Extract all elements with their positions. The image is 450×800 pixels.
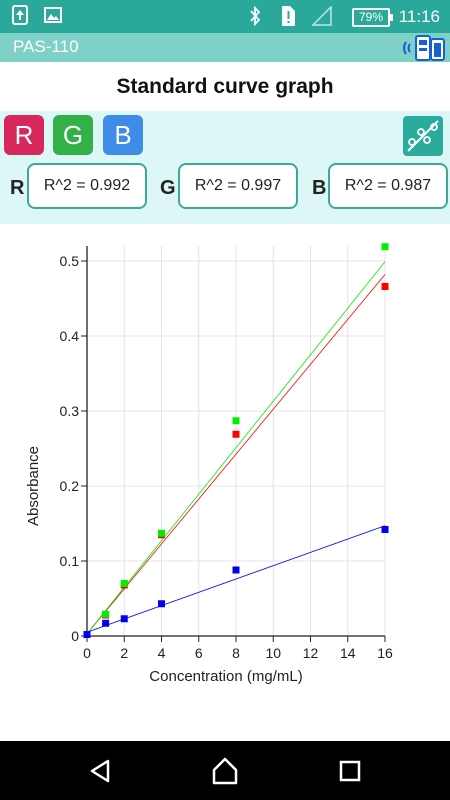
linear-fit-icon	[407, 120, 439, 152]
bluetooth-icon	[248, 5, 262, 31]
fit-line-2	[86, 525, 386, 633]
data-point-1-3	[158, 529, 165, 537]
y-axis-title: Absorbance	[25, 446, 42, 526]
page-title: Standard curve graph	[116, 75, 334, 98]
y-tick-label: 0	[71, 628, 79, 644]
navigation-bar	[0, 741, 450, 800]
back-icon[interactable]	[80, 753, 120, 789]
upload-icon	[12, 5, 28, 30]
b-channel-label: B	[312, 177, 327, 199]
channel-panel: R G B R R^2 = 0.992 G R^2 = 0.997 B R^2 …	[0, 111, 450, 224]
data-point-1-2	[120, 580, 128, 587]
y-tick-label: 0.1	[60, 553, 80, 569]
image-icon	[44, 7, 62, 28]
y-tick-label: 0.3	[60, 403, 80, 419]
b-r-squared-box: R^2 = 0.987	[328, 163, 448, 209]
signal-icon	[311, 5, 332, 31]
data-point-2-5	[381, 526, 389, 533]
x-tick-label: 8	[232, 645, 240, 661]
data-point-1-5	[381, 243, 389, 251]
x-tick-label: 14	[340, 645, 356, 661]
device-connected-icon[interactable]	[402, 35, 446, 67]
y-tick-label: 0.4	[60, 328, 80, 344]
data-point-2-2	[120, 615, 128, 623]
sim-alert-icon	[280, 5, 296, 32]
data-point-1-1	[102, 610, 110, 618]
chart-canvas: 0 2 4 6 8 10 12 14 16 0 0.1 0.2 0.3 0.4 0.5 Concentrati…	[25, 243, 393, 685]
y-tick-label: 0.5	[60, 253, 80, 269]
home-icon[interactable]	[205, 753, 245, 789]
r-channel-label: R	[10, 177, 25, 199]
b-channel-button[interactable]: B	[103, 115, 143, 155]
fit-line-0	[86, 274, 386, 635]
linear-fit-button[interactable]	[403, 116, 443, 156]
fit-line-1	[86, 261, 386, 635]
data-point-2-4	[232, 566, 240, 574]
data-point-1-4	[232, 417, 240, 425]
clock: 11:16	[398, 7, 440, 26]
x-axis-title: Concentration (mg/mL)	[149, 668, 302, 685]
g-channel-label: G	[160, 177, 176, 199]
r-r-squared-box: R^2 = 0.992	[27, 163, 147, 209]
g-channel-button[interactable]: G	[53, 115, 93, 155]
x-tick-label: 0	[83, 645, 91, 661]
x-tick-label: 16	[377, 645, 393, 661]
x-tick-label: 2	[120, 645, 128, 661]
status-bar: 79% 11:16	[0, 0, 450, 33]
x-tick-label: 12	[303, 645, 319, 661]
data-point-0-4	[232, 430, 240, 438]
battery-level: 79%	[358, 10, 384, 24]
x-tick-label: 6	[195, 645, 203, 661]
standard-curve-chart: 0 2 4 6 8 10 12 14 16 0 0.1 0.2 0.3 0.4 0.5 Concentrati…	[0, 236, 450, 696]
y-tick-label: 0.2	[60, 478, 80, 494]
data-point-2-3	[158, 600, 165, 608]
g-r-squared-box: R^2 = 0.997	[178, 163, 298, 209]
data-point-2-1	[102, 619, 110, 627]
app-title: PAS-110	[13, 37, 79, 56]
data-point-0-5	[381, 283, 389, 290]
x-tick-label: 4	[158, 645, 166, 661]
r-channel-button[interactable]: R	[4, 115, 44, 155]
x-tick-label: 10	[265, 645, 281, 661]
recents-icon[interactable]	[330, 753, 370, 789]
battery-icon: 79%	[352, 8, 393, 27]
app-bar: PAS-110	[0, 33, 450, 62]
data-point-2-0	[83, 631, 91, 638]
